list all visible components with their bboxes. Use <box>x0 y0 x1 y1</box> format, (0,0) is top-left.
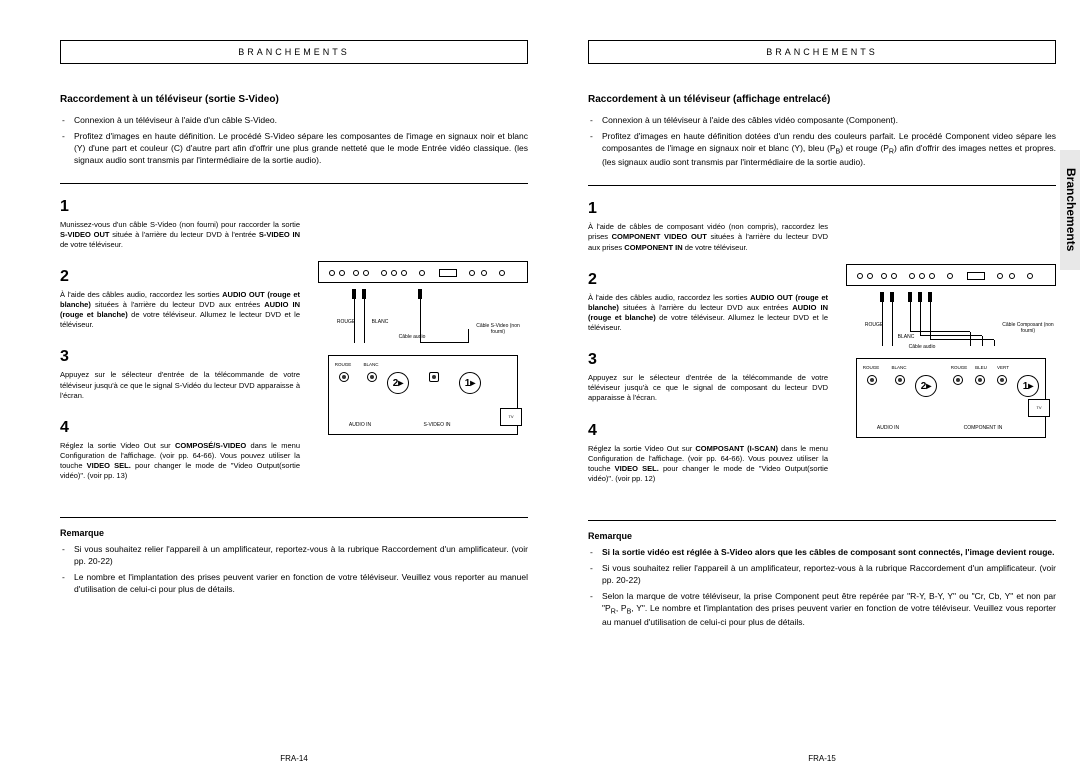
intro-item: Profitez d'images en haute définition do… <box>602 131 1056 169</box>
cable-area: ROUGE BLANC Câble audio Câble S-Video (n… <box>318 289 528 349</box>
content-row-right: 1 À l'aide de câbles de composant vidéo (… <box>588 185 1056 502</box>
label-svideo-in: S-VIDEO IN <box>415 422 459 428</box>
remark-item: Si la sortie vidéo est réglée à S-Video … <box>602 547 1056 559</box>
remark-item: Si vous souhaitez relier l'appareil à un… <box>74 544 528 568</box>
step-text: À l'aide des câbles audio, raccordez les… <box>60 290 300 331</box>
step-text: À l'aide des câbles audio, raccordez les… <box>588 293 828 334</box>
content-row-left: 1 Munissez-vous d'un câble S-Video (non f… <box>60 183 528 500</box>
label-component-in: COMPONENT IN <box>953 425 1013 431</box>
step-text: Réglez la sortie Video Out sur COMPOSANT… <box>588 444 828 485</box>
diagram-right: ROUGE BLANC Câble audio Câble Composant … <box>846 200 1056 502</box>
step-text: Appuyez sur le sélecteur d'entrée de la … <box>588 373 828 403</box>
step-number: 4 <box>60 419 300 437</box>
step-number: 4 <box>588 422 828 440</box>
intro-item: Profitez d'images en haute définition. L… <box>74 131 528 167</box>
step-number: 3 <box>588 351 828 369</box>
label: BLANC <box>889 365 909 370</box>
intro-right: Connexion à un téléviseur à l'aide des c… <box>588 115 1056 173</box>
header-left: BRANCHEMENTS <box>60 40 528 64</box>
remark-title: Remarque <box>588 531 1056 541</box>
label-rouge: ROUGE <box>862 322 886 328</box>
label: BLEU <box>971 365 991 370</box>
label: BLANC <box>361 362 381 367</box>
remark-item: Le nombre et l'implantation des prises p… <box>74 572 528 596</box>
badge-2: 2▸ <box>387 372 409 394</box>
label-cable-audio: Câble audio <box>388 334 436 340</box>
label-blanc: BLANC <box>894 334 918 340</box>
tv-icon: TV <box>500 408 522 426</box>
remark-title: Remarque <box>60 528 528 538</box>
page-spread: BRANCHEMENTS Raccordement à un téléviseu… <box>0 0 1080 783</box>
steps-left: 1 Munissez-vous d'un câble S-Video (non f… <box>60 198 300 500</box>
tv-rear-panel: ROUGE BLANC 2▸ 1▸ TV AUDIO IN S-VIDEO IN <box>328 355 518 435</box>
step-text: À l'aide de câbles de composant vidéo (n… <box>588 222 828 252</box>
step-number: 2 <box>588 271 828 289</box>
dvd-rear-panel <box>318 261 528 283</box>
label-cable-component: Câble Composant (non fourni) <box>1000 322 1056 334</box>
remark-right: Remarque Si la sortie vidéo est réglée à… <box>588 520 1056 633</box>
page-left: BRANCHEMENTS Raccordement à un téléviseu… <box>30 40 558 763</box>
badge-1: 1▸ <box>1017 375 1039 397</box>
steps-right: 1 À l'aide de câbles de composant vidéo (… <box>588 200 828 502</box>
label-blanc: BLANC <box>368 319 392 325</box>
diagram-left: ROUGE BLANC Câble audio Câble S-Video (n… <box>318 198 528 500</box>
intro-item: Connexion à un téléviseur à l'aide des c… <box>602 115 1056 127</box>
badge-1: 1▸ <box>459 372 481 394</box>
label: ROUGE <box>949 365 969 370</box>
step-number: 1 <box>588 200 828 218</box>
tv-icon: TV <box>1028 399 1050 417</box>
label-cable-svideo: Câble S-Video (non fourni) <box>472 323 524 335</box>
step-text: Réglez la sortie Video Out sur COMPOSÉ/S… <box>60 441 300 482</box>
header-right: BRANCHEMENTS <box>588 40 1056 64</box>
label: VERT <box>993 365 1013 370</box>
badge-2: 2▸ <box>915 375 937 397</box>
remark-item: Si vous souhaitez relier l'appareil à un… <box>602 563 1056 587</box>
dvd-rear-panel <box>846 264 1056 286</box>
title-left: Raccordement à un téléviseur (sortie S-V… <box>60 94 528 105</box>
remark-left: Remarque Si vous souhaitez relier l'appa… <box>60 517 528 600</box>
page-right: BRANCHEMENTS Raccordement à un téléviseu… <box>558 40 1080 763</box>
title-right: Raccordement à un téléviseur (affichage … <box>588 94 1056 105</box>
label-audio-in: AUDIO IN <box>863 425 913 431</box>
label: ROUGE <box>333 362 353 367</box>
cable-area: ROUGE BLANC Câble audio Câble Composant … <box>846 292 1056 352</box>
intro-item: Connexion à un téléviseur à l'aide d'un … <box>74 115 528 127</box>
step-text: Munissez-vous d'un câble S-Video (non fo… <box>60 220 300 250</box>
step-number: 3 <box>60 348 300 366</box>
step-number: 1 <box>60 198 300 216</box>
remark-item: Selon la marque de votre téléviseur, la … <box>602 591 1056 629</box>
label: ROUGE <box>861 365 881 370</box>
step-text: Appuyez sur le sélecteur d'entrée de la … <box>60 370 300 400</box>
label-audio-in: AUDIO IN <box>335 422 385 428</box>
step-number: 2 <box>60 268 300 286</box>
tv-rear-panel: ROUGE BLANC ROUGE BLEU VERT 2▸ 1▸ TV AU <box>856 358 1046 438</box>
label-rouge: ROUGE <box>334 319 358 325</box>
label-cable-audio: Câble audio <box>898 344 946 350</box>
footer-right: FRA-15 <box>588 734 1056 763</box>
footer-left: FRA-14 <box>60 734 528 763</box>
intro-left: Connexion à un téléviseur à l'aide d'un … <box>60 115 528 171</box>
